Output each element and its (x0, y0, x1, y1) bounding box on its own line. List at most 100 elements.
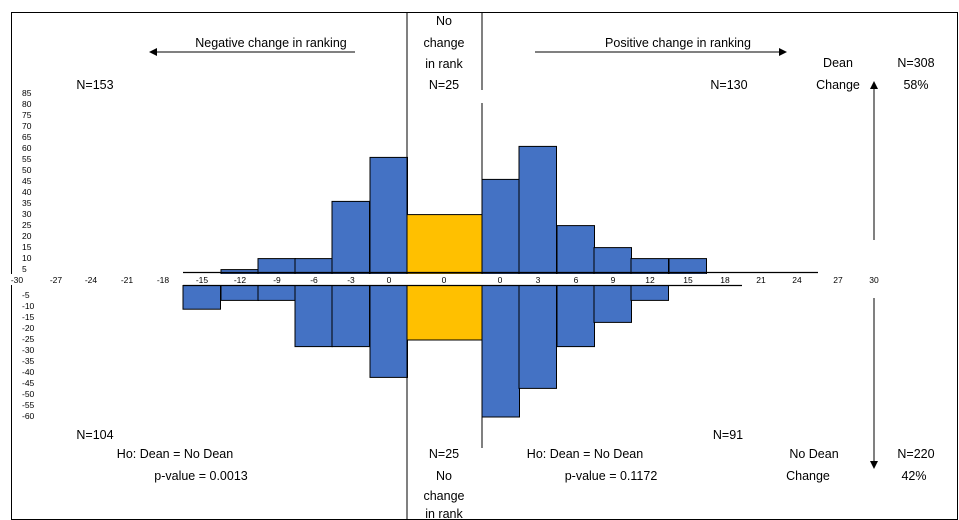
negative-header: Negative change in ranking (195, 36, 347, 50)
axis-band (10, 274, 890, 285)
y-tick-label: 50 (22, 165, 32, 175)
bar-positive-dean (668, 258, 707, 275)
positive-header: Positive change in ranking (605, 36, 751, 50)
no-dean-label-line1: No Dean (789, 447, 838, 461)
y-tick-label: 65 (22, 132, 32, 142)
bar-negative-dean (331, 200, 370, 275)
x-tick-label: 27 (833, 275, 843, 285)
x-tick-label: -6 (310, 275, 318, 285)
y-tick-label: -30 (22, 345, 35, 355)
x-tick-label: -21 (121, 275, 134, 285)
x-tick-label: 9 (611, 275, 616, 285)
ho-right: Ho: Dean = No Dean (527, 447, 643, 461)
bar-positive-dean (481, 178, 520, 275)
y-tick-label: -55 (22, 400, 35, 410)
bar-negative-dean (220, 269, 259, 275)
y-tick-label: 35 (22, 198, 32, 208)
bar-positive-dean (518, 145, 557, 275)
y-tick-label: -5 (22, 290, 30, 300)
y-tick-label: 70 (22, 121, 32, 131)
y-tick-label: -15 (22, 312, 35, 322)
bar-positive-no-dean (630, 284, 669, 301)
bar-negative-dean (369, 156, 408, 275)
y-tick-label: -40 (22, 367, 35, 377)
y-tick-label: -25 (22, 334, 35, 344)
x-tick-label: 6 (574, 275, 579, 285)
bar-negative-no-dean (331, 284, 370, 348)
x-tick-label: -30 (11, 275, 24, 285)
y-tick-label: -45 (22, 378, 35, 388)
x-ticks: -30 -27 -24 -21 -18 18 21 24 27 30-15 -12 -9 -6 -3 0 0 0… (11, 275, 879, 285)
p-value-left: p-value = 0.0013 (154, 469, 248, 483)
bar-positive-dean (556, 225, 595, 275)
y-tick-label: 20 (22, 231, 32, 241)
n-negative-top: N=153 (76, 78, 113, 92)
y-tick-label: -35 (22, 356, 35, 366)
x-tick-label: 3 (536, 275, 541, 285)
y-tick-label: 45 (22, 176, 32, 186)
dean-label-line1: Dean (823, 56, 853, 70)
bar-no-change-no-dean (406, 284, 483, 341)
x-tick-label: 21 (756, 275, 766, 285)
no-dean-label-line2: Change (786, 469, 830, 483)
y-tick-label: 15 (22, 242, 32, 252)
ho-left: Ho: Dean = No Dean (117, 447, 233, 461)
y-tick-label: 60 (22, 143, 32, 153)
y-tick-label: -50 (22, 389, 35, 399)
y-tick-label: -10 (22, 301, 35, 311)
bar-negative-dean (294, 258, 333, 275)
x-tick-label: 15 (683, 275, 693, 285)
x-tick-label: -27 (50, 275, 63, 285)
bar-negative-no-dean (220, 284, 259, 301)
bar-positive-no-dean (481, 284, 520, 418)
no-change-bottom-line3: in rank (425, 507, 463, 520)
y-tick-label: 5 (22, 264, 27, 274)
bar-no-change-dean (406, 214, 483, 275)
x-tick-label: 24 (792, 275, 802, 285)
pct-top: 58% (903, 78, 928, 92)
n-negative-bottom: N=104 (76, 428, 113, 442)
bars-layer (182, 145, 707, 418)
y-tick-label: 40 (22, 187, 32, 197)
x-tick-label: 0 (442, 275, 447, 285)
no-change-top-line1: No (436, 14, 452, 28)
bar-positive-dean (630, 258, 669, 275)
no-change-bottom-line1: No (436, 469, 452, 483)
n-nochange-bottom: N=25 (429, 447, 459, 461)
bar-positive-dean (593, 247, 632, 275)
y-tick-label: 75 (22, 110, 32, 120)
n-total-top: N=308 (897, 56, 934, 70)
x-tick-label: 30 (869, 275, 879, 285)
bar-positive-no-dean (593, 284, 632, 323)
no-change-bottom-line2: change (423, 489, 464, 503)
bar-negative-no-dean (182, 284, 221, 310)
x-tick-label: -12 (234, 275, 247, 285)
x-tick-label: 12 (645, 275, 655, 285)
bar-negative-no-dean (369, 284, 408, 378)
no-change-top-line3: in rank (425, 57, 463, 71)
bar-positive-no-dean (556, 284, 595, 348)
x-tick-label: 0 (498, 275, 503, 285)
x-tick-label: -24 (85, 275, 98, 285)
bar-positive-no-dean (518, 284, 557, 389)
x-tick-label: 0 (387, 275, 392, 285)
x-tick-label: -9 (273, 275, 281, 285)
x-tick-label: -15 (196, 275, 209, 285)
x-tick-label: -3 (347, 275, 355, 285)
y-tick-label: -20 (22, 323, 35, 333)
y-tick-label: 85 (22, 88, 32, 98)
n-positive-top: N=130 (710, 78, 747, 92)
y-tick-label: 80 (22, 99, 32, 109)
x-tick-label: 18 (720, 275, 730, 285)
n-total-bottom: N=220 (897, 447, 934, 461)
y-tick-label: -60 (22, 411, 35, 421)
pct-bottom: 42% (901, 469, 926, 483)
bar-negative-no-dean (294, 284, 333, 348)
y-tick-label: 30 (22, 209, 32, 219)
no-change-top-line2: change (423, 36, 464, 50)
p-value-right: p-value = 0.1172 (565, 469, 658, 483)
x-tick-label: -18 (157, 275, 170, 285)
n-positive-bottom: N=91 (713, 428, 743, 442)
